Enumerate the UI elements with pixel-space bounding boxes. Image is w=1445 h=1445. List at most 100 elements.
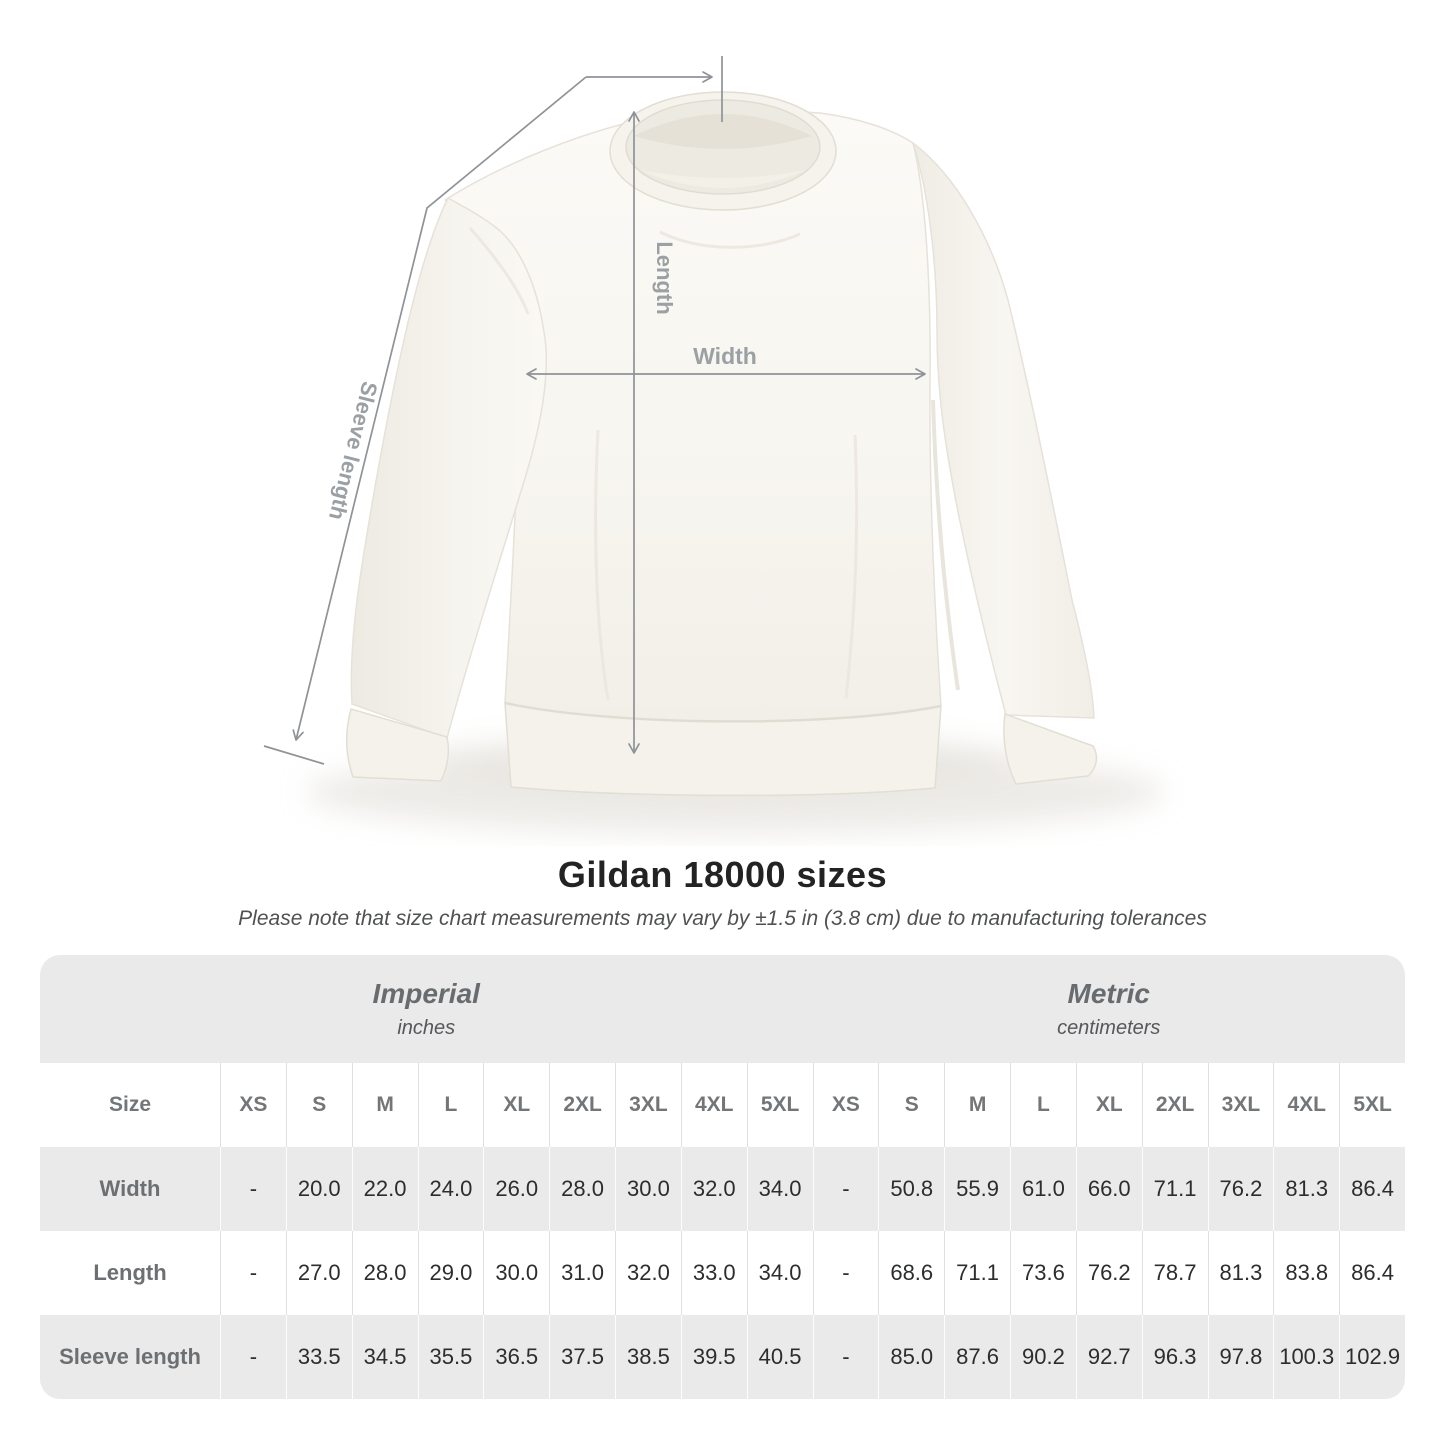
table-cell: 76.2 (1207, 1147, 1274, 1232)
size-header-cell: XL (483, 1063, 549, 1148)
table-cell: 81.3 (1207, 1231, 1274, 1316)
table-cell: 81.3 (1273, 1147, 1339, 1232)
table-cell: 100.3 (1273, 1315, 1339, 1400)
table-cell: 40.5 (746, 1315, 813, 1400)
table-cell: 78.7 (1141, 1231, 1208, 1316)
size-header-cell: XS (220, 1063, 286, 1148)
product-figure: Width Length Sleeve length (263, 56, 1165, 834)
table-cell: 83.8 (1273, 1231, 1339, 1316)
group-metric: Metric centimeters (813, 978, 1406, 1040)
product-diagram: Width Length Sleeve length (263, 56, 1165, 834)
table-cell: 34.5 (351, 1315, 418, 1400)
table-cell: 86.4 (1339, 1231, 1405, 1316)
table-row-sleeve-length: Sleeve length - 33.5 34.5 35.5 36.5 37.5… (40, 1315, 1405, 1400)
table-cell: 36.5 (483, 1315, 549, 1400)
table-cell: 30.0 (615, 1147, 681, 1232)
table-cell: 33.0 (680, 1231, 747, 1316)
size-header-cell: 2XL (1141, 1063, 1208, 1148)
table-cell: 24.0 (417, 1147, 484, 1232)
table-cell: 31.0 (549, 1231, 615, 1316)
table-cell: 27.0 (285, 1231, 352, 1316)
sleeve-length-line (292, 76, 587, 741)
group-metric-unit: centimeters (1057, 1017, 1161, 1040)
table-cell: 92.7 (1075, 1315, 1142, 1400)
left-sleeve (350, 197, 548, 739)
size-header-cell: 3XL (1207, 1063, 1274, 1148)
table-cell: 39.5 (680, 1315, 747, 1400)
table-cell: 34.0 (746, 1147, 813, 1232)
table-cell: 87.6 (944, 1315, 1010, 1400)
table-cell: 30.0 (483, 1231, 549, 1316)
table-cell: 32.0 (615, 1231, 681, 1316)
table-cell: - (220, 1147, 286, 1232)
table-cell: 85.0 (878, 1315, 944, 1400)
table-cell: 73.6 (1010, 1231, 1076, 1316)
right-sleeve (912, 142, 1095, 719)
size-header-cell: L (1010, 1063, 1076, 1148)
unit-group-header: Imperial inches Metric centimeters (40, 955, 1406, 1064)
length-label: Length (652, 241, 677, 314)
table-cell: 68.6 (878, 1231, 944, 1316)
row-label: Length (93, 1260, 167, 1286)
table-row-length: Length - 27.0 28.0 29.0 30.0 31.0 32.0 3… (40, 1231, 1405, 1316)
table-row-width: Width - 20.0 22.0 24.0 26.0 28.0 30.0 32… (40, 1147, 1405, 1232)
size-header-cell: 5XL (1339, 1063, 1405, 1148)
group-imperial-title: Imperial (372, 978, 480, 1010)
size-header-cell: M (944, 1063, 1010, 1148)
group-imperial: Imperial inches (40, 978, 813, 1040)
measurement-annotations (263, 56, 926, 765)
corner-cell: Size (108, 1093, 152, 1117)
table-cell: - (220, 1315, 286, 1400)
size-table: Imperial inches Metric centimeters Size … (40, 955, 1406, 1400)
table-cell: 29.0 (417, 1231, 484, 1316)
table-cell: 50.8 (878, 1147, 944, 1232)
table-cell: 97.8 (1207, 1315, 1274, 1400)
table-cell: - (220, 1231, 286, 1316)
row-label: Width (99, 1176, 161, 1202)
table-cell: 28.0 (549, 1147, 615, 1232)
size-header-cell: XL (1075, 1063, 1142, 1148)
size-header-cell: 2XL (549, 1063, 615, 1148)
table-cell: 61.0 (1010, 1147, 1076, 1232)
table-cell: 66.0 (1075, 1147, 1142, 1232)
sleeve-end-tick (263, 745, 325, 765)
fabric-creases (468, 227, 859, 701)
size-header-cell: L (417, 1063, 484, 1148)
table-cell: 96.3 (1141, 1315, 1208, 1400)
collar (609, 91, 837, 211)
table-cell: 20.0 (285, 1147, 352, 1232)
table-cell: 55.9 (944, 1147, 1010, 1232)
table-cell: 32.0 (680, 1147, 747, 1232)
table-cell: 34.0 (746, 1231, 813, 1316)
size-header-cell: 4XL (680, 1063, 747, 1148)
size-header-cell: 5XL (746, 1063, 813, 1148)
size-header-cell: 3XL (615, 1063, 681, 1148)
table-cell: 37.5 (549, 1315, 615, 1400)
group-imperial-unit: inches (397, 1017, 456, 1040)
size-header-cell: S (878, 1063, 944, 1148)
table-cell: 22.0 (351, 1147, 418, 1232)
table-cell: 102.9 (1339, 1315, 1405, 1400)
sweatshirt-illustration (345, 91, 1098, 797)
size-header-cell: S (285, 1063, 352, 1148)
tolerance-note: Please note that size chart measurements… (238, 907, 1207, 931)
table-cell: 76.2 (1075, 1231, 1142, 1316)
table-cell: - (812, 1147, 879, 1232)
size-header-row: Size XS S M L XL 2XL 3XL 4XL 5XL XS S M … (40, 1063, 1405, 1148)
table-cell: 86.4 (1339, 1147, 1405, 1232)
right-cuff (1003, 713, 1098, 785)
table-cell: - (812, 1315, 879, 1400)
width-label: Width (693, 343, 757, 369)
row-label: Sleeve length (59, 1344, 201, 1370)
group-metric-title: Metric (1067, 978, 1150, 1010)
size-header-cell: M (351, 1063, 418, 1148)
table-cell: 28.0 (351, 1231, 418, 1316)
table-cell: 33.5 (285, 1315, 352, 1400)
table-cell: 90.2 (1010, 1315, 1076, 1400)
table-cell: 26.0 (483, 1147, 549, 1232)
table-cell: 71.1 (944, 1231, 1010, 1316)
table-cell: - (812, 1231, 879, 1316)
left-cuff (345, 708, 450, 782)
table-cell: 71.1 (1141, 1147, 1208, 1232)
